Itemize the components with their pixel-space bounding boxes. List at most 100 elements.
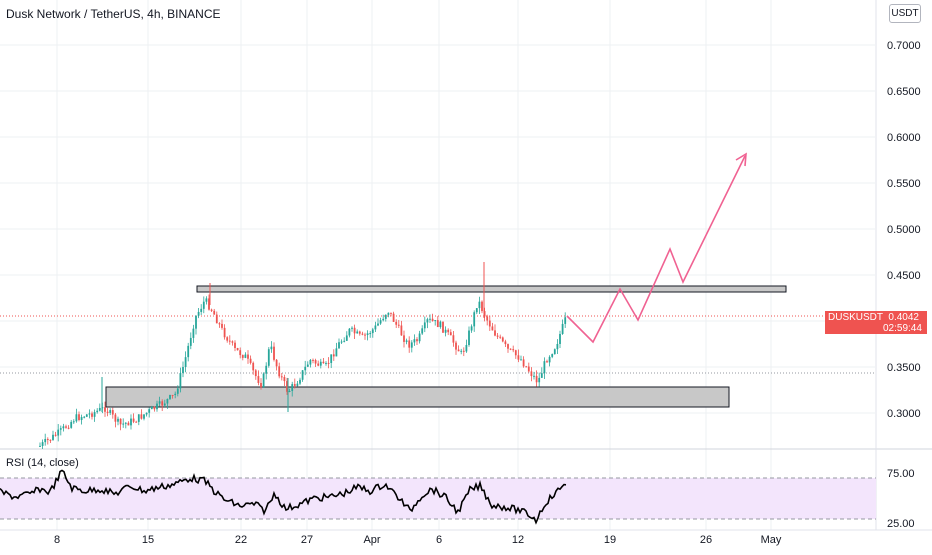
candle-body: [473, 312, 476, 327]
projection-arrow[interactable]: [566, 152, 747, 344]
price-label: 0.3000: [887, 408, 921, 420]
candle-body: [306, 364, 309, 367]
candle-body: [304, 366, 307, 371]
candle-body: [546, 361, 548, 363]
candle-body: [239, 350, 242, 356]
candle-body: [91, 413, 93, 417]
candle-body: [130, 418, 132, 426]
candle-body: [231, 341, 234, 343]
candle-body: [52, 434, 54, 440]
candle-body: [179, 373, 182, 389]
candle-body: [309, 359, 312, 365]
candle-body: [148, 409, 151, 413]
candle-body: [317, 363, 320, 366]
candle-body: [436, 320, 439, 328]
candle-body: [312, 359, 314, 361]
candle-body: [397, 324, 400, 326]
time-gridlines: [56, 0, 772, 530]
candle-body: [187, 345, 190, 358]
candle-body: [156, 403, 158, 410]
candle-body: [114, 414, 117, 422]
candle-body: [192, 328, 195, 338]
candle-body: [442, 321, 444, 333]
candle-body: [98, 407, 101, 411]
candle-body: [67, 427, 70, 429]
candle-body: [278, 366, 281, 377]
price-label: 0.6500: [887, 86, 921, 98]
price-gridlines: [0, 44, 875, 414]
candle-body: [241, 355, 244, 358]
candle-body: [163, 403, 166, 406]
candle-body: [218, 323, 221, 325]
candle-body: [408, 340, 411, 348]
candle-body: [413, 339, 416, 343]
candle-body: [57, 429, 60, 436]
time-label: 26: [700, 534, 712, 546]
currency-button[interactable]: USDT: [889, 4, 921, 23]
candle-body: [356, 331, 359, 334]
candle-body: [496, 335, 499, 337]
candle-body: [395, 321, 398, 325]
candle-body: [509, 348, 512, 350]
candle-body: [483, 311, 486, 317]
price-label: 0.4500: [887, 270, 921, 282]
candle-body: [322, 361, 325, 364]
candle-body: [449, 332, 452, 336]
candle-body: [382, 318, 385, 321]
candle-body: [535, 375, 538, 383]
candle-body: [444, 329, 447, 333]
candle-body: [46, 438, 49, 440]
candle-body: [501, 337, 504, 342]
candle-body: [314, 360, 317, 364]
candle-body: [106, 411, 109, 413]
candle-body: [462, 350, 465, 352]
candle-body: [410, 342, 413, 348]
candle-body: [210, 309, 213, 311]
candle-body: [514, 350, 517, 356]
candle-body: [525, 366, 528, 368]
candle-body: [540, 373, 543, 378]
support-zone[interactable]: [105, 386, 730, 408]
candle-body: [564, 317, 567, 324]
candle-body: [124, 422, 127, 424]
candle-body: [353, 327, 356, 334]
candle-body: [507, 344, 509, 349]
candle-body: [556, 343, 559, 350]
candle-body: [111, 410, 114, 415]
candle-body: [213, 310, 216, 315]
candle-body: [457, 349, 460, 352]
candle-body: [39, 445, 41, 447]
price-axis[interactable]: 0.7000 0.6500 0.6000 0.5500 0.5000 0.450…: [887, 40, 921, 420]
candle-body: [72, 421, 75, 423]
candle-body: [488, 320, 491, 327]
price-tag-price: 0.4042: [888, 312, 919, 323]
candle-body: [405, 340, 408, 342]
resistance-zone[interactable]: [196, 285, 787, 293]
candle-body: [208, 298, 210, 310]
candle-body: [200, 308, 203, 312]
time-axis[interactable]: 8 15 22 27 Apr 6 12 19 26 May: [54, 534, 782, 546]
candle-body: [202, 301, 205, 309]
candle-body: [475, 308, 478, 313]
candle-body: [257, 376, 260, 383]
candle-body: [234, 342, 236, 349]
candle-body: [44, 438, 47, 443]
candle-body: [468, 330, 470, 345]
candle-body: [527, 366, 530, 372]
candle-body: [54, 434, 57, 436]
candle-body: [470, 326, 473, 331]
rsi-axis[interactable]: 75.00 25.00: [887, 468, 915, 530]
candle-body: [338, 342, 340, 349]
candle-body: [41, 442, 44, 446]
time-label: 19: [604, 534, 616, 546]
candle-body: [104, 407, 106, 412]
chart-title: Dusk Network / TetherUS, 4h, BINANCE: [6, 7, 221, 21]
price-label: 0.3500: [887, 362, 921, 374]
candle-body: [70, 421, 73, 428]
candle-body: [447, 329, 450, 333]
price-label: 0.7000: [887, 40, 921, 52]
price-tag-symbol: DUSKUSDT: [828, 312, 883, 323]
candle-body: [244, 354, 247, 358]
candle-body: [392, 313, 395, 322]
